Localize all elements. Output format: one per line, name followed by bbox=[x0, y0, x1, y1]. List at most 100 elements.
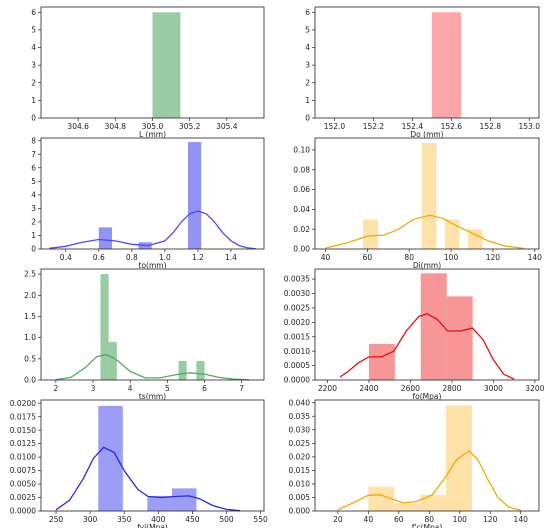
density-curve bbox=[339, 312, 515, 380]
x-tick-label: 120 bbox=[486, 253, 501, 262]
histogram-bar bbox=[420, 273, 447, 380]
axes-frame bbox=[314, 268, 540, 381]
y-tick-label: 1 bbox=[31, 96, 36, 105]
y-tick-label: 2.5 bbox=[24, 270, 36, 279]
y-tick-label: 0.010 bbox=[289, 480, 311, 489]
x-tick-label: 80 bbox=[404, 253, 414, 262]
histogram-bar bbox=[368, 343, 395, 380]
y-tick-label: 8 bbox=[31, 136, 36, 145]
x-tick-label: 350 bbox=[117, 515, 132, 524]
y-tick-label: 0.0150 bbox=[10, 426, 36, 435]
y-tick-label: 1 bbox=[305, 96, 310, 105]
x-axis-label: L (mm) bbox=[139, 130, 166, 139]
histogram-bar bbox=[100, 274, 109, 380]
y-tick-label: 0.030 bbox=[289, 425, 311, 434]
y-tick-label: 0.015 bbox=[289, 466, 311, 475]
histogram-bar bbox=[98, 227, 113, 249]
x-axis-label: fyi(Mpa) bbox=[137, 523, 168, 528]
histogram-bar bbox=[147, 495, 172, 511]
y-tick-label: 2 bbox=[31, 218, 36, 227]
x-tick-label: 300 bbox=[83, 515, 98, 524]
y-tick-label: 4 bbox=[31, 43, 36, 52]
x-tick-label: 152.2 bbox=[363, 122, 385, 131]
y-tick-label: 0.00 bbox=[293, 245, 310, 254]
y-tick-label: 0.0035 bbox=[284, 275, 310, 284]
x-tick-label: 152.6 bbox=[441, 122, 463, 131]
x-tick-label: 1.4 bbox=[225, 253, 237, 262]
x-tick-label: 100 bbox=[444, 253, 459, 262]
x-tick-label: 6 bbox=[202, 384, 207, 393]
x-tick-label: 2600 bbox=[401, 384, 420, 393]
x-tick-label: 0.6 bbox=[93, 253, 105, 262]
y-tick-label: 0 bbox=[305, 114, 310, 123]
x-tick-label: 1.0 bbox=[159, 253, 171, 262]
x-tick-label: 100 bbox=[453, 515, 468, 524]
histogram-bar bbox=[98, 405, 123, 511]
y-tick-label: 0 bbox=[31, 114, 36, 123]
y-tick-label: 0.0025 bbox=[284, 304, 310, 313]
x-axis-label: fo(Mpa) bbox=[413, 392, 442, 401]
y-tick-label: 0.10 bbox=[293, 145, 310, 154]
x-tick-label: 140 bbox=[528, 253, 543, 262]
y-tick-label: 2.0 bbox=[24, 291, 36, 300]
axes-frame bbox=[40, 137, 265, 250]
y-tick-label: 0.0125 bbox=[10, 439, 36, 448]
x-tick-label: 0.4 bbox=[60, 253, 72, 262]
histogram-bar bbox=[171, 488, 197, 511]
y-tick-label: 6 bbox=[31, 163, 36, 172]
y-tick-label: 5 bbox=[305, 26, 310, 35]
x-tick-label: 550 bbox=[253, 515, 268, 524]
y-tick-label: 3 bbox=[305, 61, 310, 70]
y-tick-label: 1.5 bbox=[24, 312, 36, 321]
x-tick-label: 153.0 bbox=[519, 122, 541, 131]
chart-panel-3: 0.4 0.6 0.8 1.0 1.2 1.4 0 1 2 3 4 5 6 7 8 to(mm) bbox=[31, 136, 265, 270]
x-tick-label: 305.2 bbox=[179, 122, 201, 131]
y-tick-label: 0.0030 bbox=[284, 289, 310, 298]
x-axis-label: Do (mm) bbox=[410, 130, 443, 139]
x-tick-label: 152.4 bbox=[402, 122, 424, 131]
x-tick-label: 140 bbox=[514, 515, 529, 524]
x-tick-label: 305.4 bbox=[216, 122, 238, 131]
y-tick-label: 4 bbox=[31, 190, 36, 199]
x-tick-label: 2 bbox=[53, 384, 58, 393]
density-curve bbox=[55, 446, 241, 512]
axes-frame bbox=[314, 137, 540, 250]
y-tick-label: 1.0 bbox=[24, 333, 36, 342]
x-tick-label: 60 bbox=[394, 515, 404, 524]
x-tick-label: 3000 bbox=[484, 384, 503, 393]
histogram-bar bbox=[363, 219, 378, 249]
x-tick-label: 305.0 bbox=[142, 122, 164, 131]
x-axis-label: ts(mm) bbox=[139, 392, 166, 401]
chart-panel-1: 304.6 304.8 305.0 305.2 305.4 0 1 2 3 4 5 6 L (mm) bbox=[31, 6, 265, 139]
histogram-bar bbox=[467, 229, 483, 249]
x-tick-label: 304.6 bbox=[67, 122, 89, 131]
chart-panel-7: 250 300 350 400 450 500 550 0.0000 0.0025 0.0050 0… bbox=[10, 399, 268, 528]
y-tick-label: 0.0050 bbox=[10, 480, 36, 489]
y-tick-label: 0.0025 bbox=[10, 493, 36, 502]
x-tick-label: 0.8 bbox=[126, 253, 138, 262]
y-tick-label: 3 bbox=[31, 61, 36, 70]
axes-frame bbox=[40, 399, 265, 512]
axes-frame bbox=[40, 268, 265, 381]
x-tick-label: 7 bbox=[239, 384, 244, 393]
y-tick-label: 0.0000 bbox=[10, 507, 36, 516]
histogram-bar bbox=[431, 12, 462, 119]
y-tick-label: 5 bbox=[31, 26, 36, 35]
x-tick-label: 450 bbox=[185, 515, 200, 524]
chart-panel-5: 2 3 4 5 6 7 0.0 0.5 1.0 1.5 2.0 2.5 ts(mm) bbox=[24, 268, 265, 401]
y-tick-label: 0 bbox=[31, 245, 36, 254]
y-tick-label: 1 bbox=[31, 231, 36, 240]
y-tick-label: 0.0175 bbox=[10, 412, 36, 421]
histogram-bar bbox=[446, 296, 473, 380]
chart-panel-4: 40 60 80 100 120 140 0.00 0.02 0.04 0.06 0.08 0.10 D… bbox=[293, 137, 543, 270]
y-tick-label: 0.0200 bbox=[10, 399, 36, 408]
x-tick-label: 3 bbox=[91, 384, 96, 393]
y-tick-label: 0.04 bbox=[293, 205, 310, 214]
y-tick-label: 0.025 bbox=[289, 439, 311, 448]
y-tick-label: 3 bbox=[31, 204, 36, 213]
x-tick-label: 60 bbox=[363, 253, 373, 262]
y-tick-label: 0.08 bbox=[293, 165, 310, 174]
x-tick-label: 152.8 bbox=[480, 122, 502, 131]
x-tick-label: 304.8 bbox=[105, 122, 127, 131]
histogram-bar bbox=[108, 341, 117, 380]
